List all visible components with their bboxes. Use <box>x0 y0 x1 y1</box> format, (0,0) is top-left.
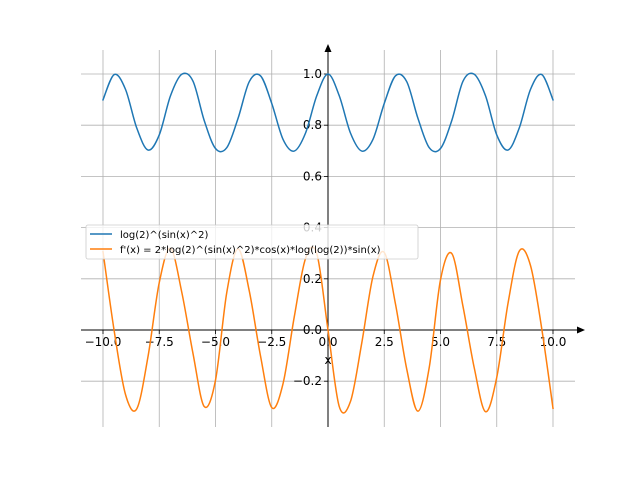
legend-entry-label: log(2)^(sin(x)^2) <box>120 230 208 241</box>
x-tick-label: 0.0 <box>318 335 337 349</box>
y-tick-label: −0.2 <box>293 374 322 388</box>
y-tick-label: 0.8 <box>303 118 322 132</box>
legend-box <box>85 224 419 260</box>
x-tick-label: 10.0 <box>540 335 567 349</box>
x-tick-label: −7.5 <box>145 335 174 349</box>
legend: log(2)^(sin(x)^2) f'(x) = 2*log(2)^(sin(x… <box>85 224 419 260</box>
x-axis-arrow <box>577 326 585 334</box>
x-tick-label: −5.0 <box>201 335 230 349</box>
x-tick-label: 5.0 <box>431 335 450 349</box>
x-tick-label: 2.5 <box>375 335 394 349</box>
x-tick-label: −10.0 <box>85 335 122 349</box>
series-line-2 <box>102 246 554 414</box>
x-tick-label: −2.5 <box>257 335 286 349</box>
series-line-1 <box>102 72 554 153</box>
ticks: −10.0 −7.5 −5.0 −2.5 0.0 2.5 5.0 7.5 10.0−0.20.0… <box>85 67 567 388</box>
y-tick-label: 0.2 <box>303 272 322 286</box>
x-axis-label: x <box>324 353 331 367</box>
y-tick-label: 0.0 <box>303 323 322 337</box>
plot-area <box>102 72 554 414</box>
y-axis-arrow <box>324 44 332 52</box>
legend-entry-label: f'(x) = 2*log(2)^(sin(x)^2)*cos(x)*log(l… <box>120 245 381 256</box>
y-tick-label: 1.0 <box>303 67 322 81</box>
y-tick-label: 0.6 <box>303 169 322 183</box>
